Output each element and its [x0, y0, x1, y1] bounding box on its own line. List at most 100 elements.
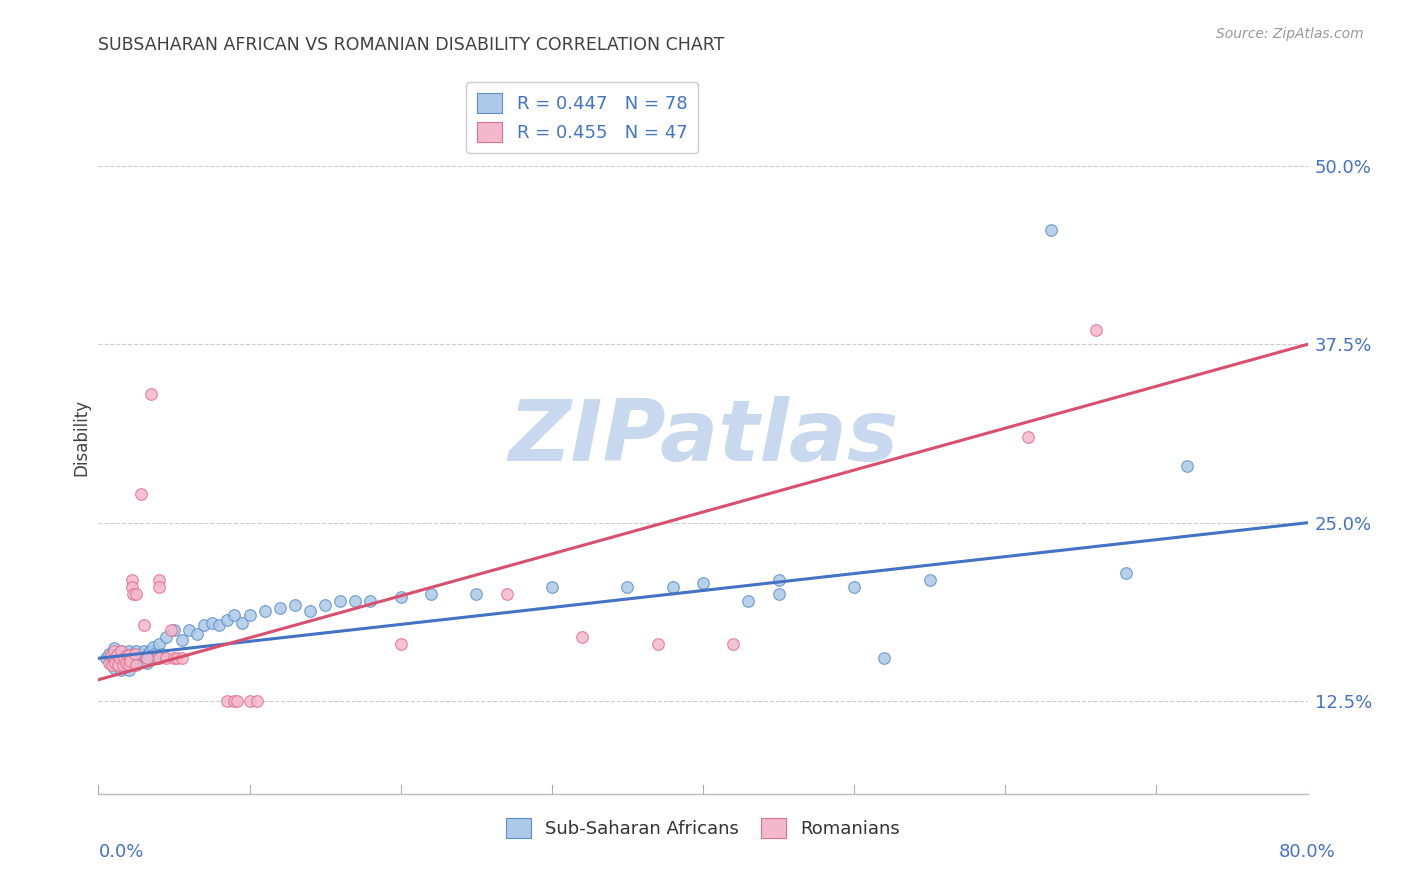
Point [170, 632, 193, 647]
Point [103, 644, 125, 658]
Point [129, 487, 152, 501]
Point [150, 647, 173, 661]
Point [314, 599, 336, 613]
Point [125, 654, 148, 668]
Point [918, 573, 941, 587]
Point [110, 644, 132, 658]
Point [160, 623, 183, 637]
Point [1017, 430, 1039, 444]
Point [118, 663, 141, 677]
Point [616, 580, 638, 594]
Point [224, 608, 246, 623]
Point [155, 630, 177, 644]
Point [98, 656, 121, 670]
Text: ZIPatlas: ZIPatlas [508, 395, 898, 479]
Point [179, 623, 201, 637]
Point [112, 651, 135, 665]
Point [101, 648, 124, 663]
Point [111, 649, 134, 664]
Point [115, 648, 138, 663]
Text: SUBSAHARAN AFRICAN VS ROMANIAN DISABILITY CORRELATION CHART: SUBSAHARAN AFRICAN VS ROMANIAN DISABILIT… [98, 36, 725, 54]
Point [148, 637, 170, 651]
Point [540, 580, 562, 594]
Point [103, 651, 125, 665]
Point [103, 651, 125, 665]
Point [122, 587, 145, 601]
Point [226, 694, 249, 708]
Point [360, 594, 382, 608]
Point [100, 648, 122, 663]
Point [661, 580, 683, 594]
Point [105, 654, 128, 668]
Point [215, 694, 238, 708]
Point [239, 694, 262, 708]
Point [647, 637, 669, 651]
Point [105, 648, 128, 663]
Point [768, 573, 790, 587]
Point [110, 651, 132, 665]
Point [122, 647, 145, 661]
Point [112, 656, 135, 670]
Text: 80.0%: 80.0% [1279, 843, 1336, 861]
Point [571, 630, 593, 644]
Point [155, 651, 177, 665]
Point [143, 647, 166, 661]
Point [389, 637, 412, 651]
Point [134, 649, 156, 664]
Point [120, 654, 142, 668]
Point [107, 658, 129, 673]
Point [246, 694, 269, 708]
Point [132, 644, 155, 658]
Point [253, 604, 276, 618]
Point [127, 649, 149, 664]
Point [108, 657, 131, 671]
Point [124, 651, 146, 665]
Point [224, 694, 246, 708]
Point [465, 587, 488, 601]
Point [136, 647, 159, 661]
Point [193, 618, 215, 632]
Point [114, 656, 136, 670]
Point [118, 658, 141, 673]
Point [110, 663, 132, 677]
Y-axis label: Disability: Disability [72, 399, 90, 475]
Point [231, 615, 253, 630]
Point [115, 651, 138, 665]
Point [269, 601, 291, 615]
Point [284, 599, 307, 613]
Point [120, 649, 142, 664]
Legend: Sub-Saharan Africans, Romanians: Sub-Saharan Africans, Romanians [498, 811, 908, 846]
Point [121, 580, 143, 594]
Point [121, 656, 143, 670]
Point [148, 651, 170, 665]
Point [100, 656, 122, 670]
Point [201, 615, 224, 630]
Point [125, 587, 148, 601]
Point [118, 654, 141, 668]
Point [118, 648, 141, 663]
Point [299, 604, 322, 618]
Point [1175, 458, 1198, 473]
Point [135, 656, 157, 670]
Point [170, 651, 193, 665]
Point [107, 647, 129, 661]
Point [163, 651, 186, 665]
Point [166, 651, 188, 665]
Point [692, 575, 714, 590]
Point [141, 651, 163, 665]
Point [723, 637, 745, 651]
Point [103, 661, 125, 675]
Point [163, 623, 186, 637]
Point [145, 651, 167, 665]
Point [114, 647, 136, 661]
Point [135, 651, 157, 665]
Point [131, 651, 153, 665]
Point [110, 644, 132, 658]
Point [132, 618, 155, 632]
Point [737, 594, 759, 608]
Point [103, 641, 125, 656]
Point [1039, 223, 1062, 237]
Point [139, 644, 162, 658]
Point [495, 587, 517, 601]
Point [148, 573, 170, 587]
